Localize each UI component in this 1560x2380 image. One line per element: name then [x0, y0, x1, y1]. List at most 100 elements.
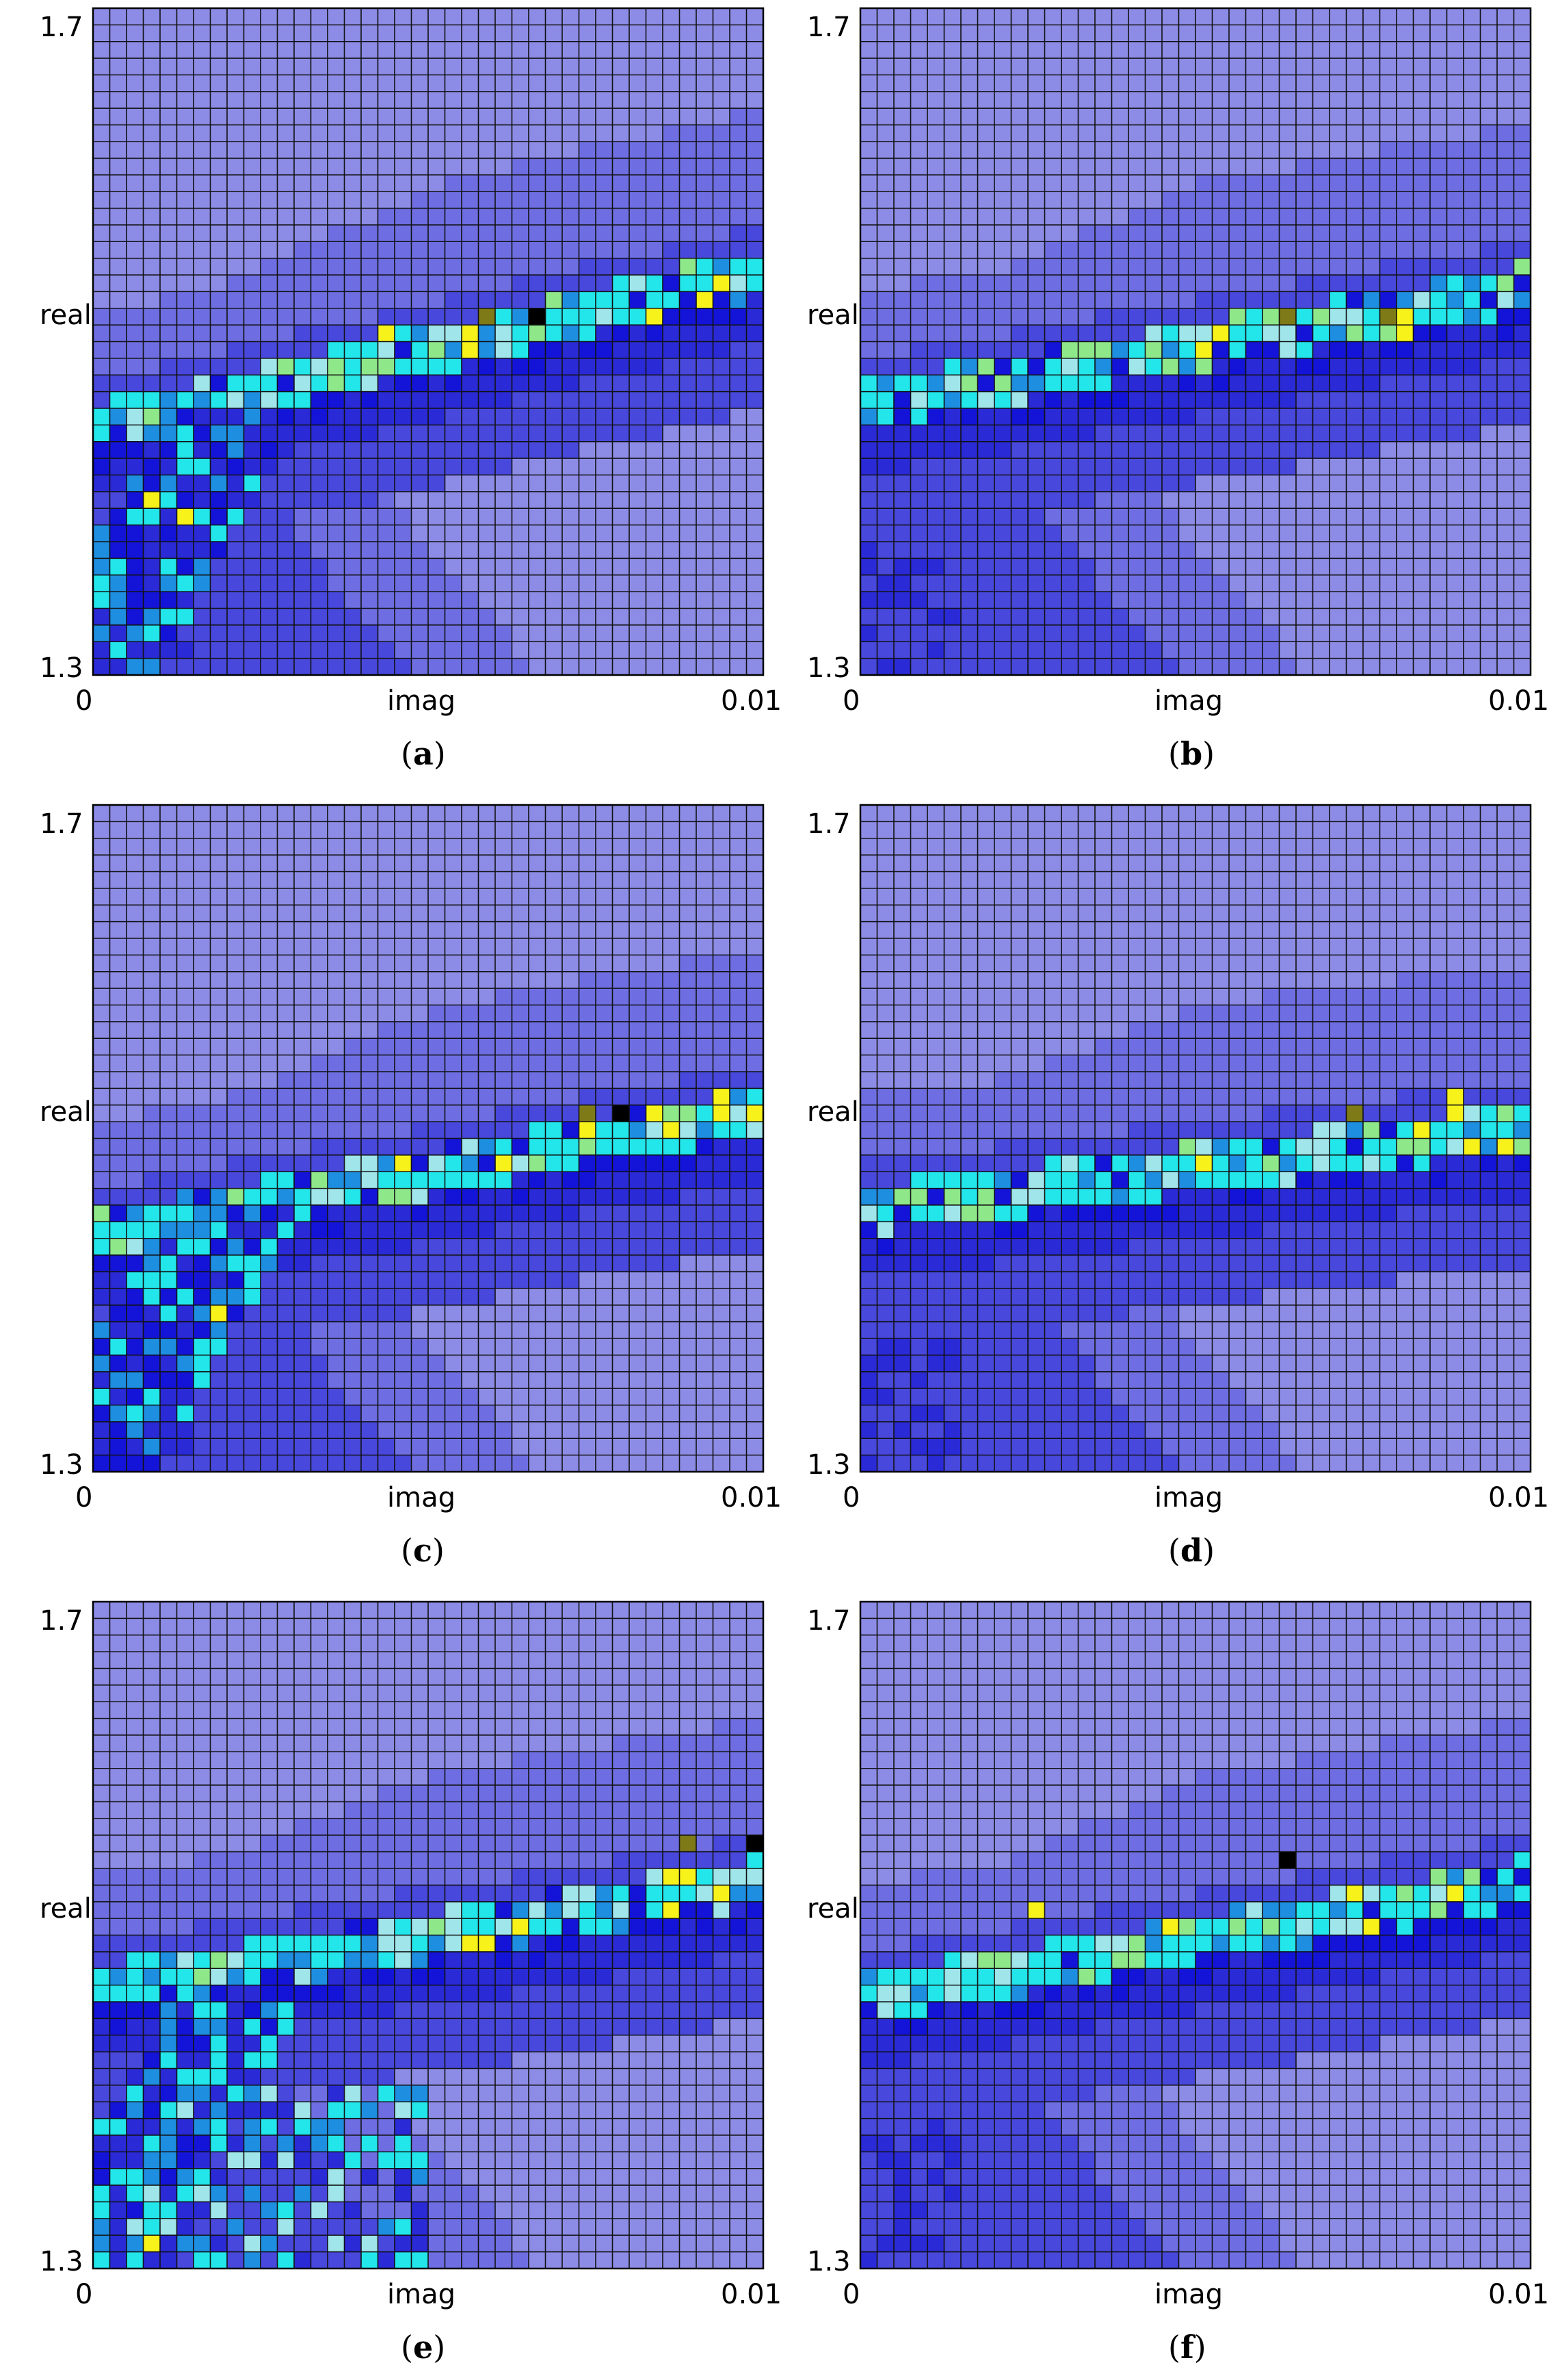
heatmap-cell [495, 1405, 512, 1423]
heatmap-cell [512, 124, 529, 142]
heatmap-cell [1028, 525, 1045, 542]
heatmap-cell [261, 1371, 278, 1389]
heatmap-cell [512, 425, 529, 442]
heatmap-cell [378, 542, 395, 559]
heatmap-cell [961, 658, 978, 676]
heatmap-cell [328, 1122, 345, 1139]
heatmap-cell [545, 508, 563, 525]
heatmap-cell [428, 1355, 445, 1373]
heatmap-cell [93, 1238, 110, 1256]
heatmap-cell [944, 658, 962, 676]
heatmap-cell [1497, 491, 1514, 509]
heatmap-cell [529, 8, 546, 25]
heatmap-cell [860, 174, 877, 192]
heatmap-cell [696, 1105, 713, 1122]
heatmap-cell [1212, 642, 1230, 659]
heatmap-cell [361, 1405, 378, 1423]
heatmap-cell [310, 258, 328, 276]
heatmap-cell [1346, 658, 1364, 676]
heatmap-cell [596, 224, 613, 242]
heatmap-cell [1430, 608, 1447, 626]
heatmap-cell [344, 1038, 362, 1055]
heatmap-cell [1330, 475, 1347, 492]
heatmap-cell [294, 341, 311, 359]
heatmap-cell [361, 1122, 378, 1139]
heatmap-cell [294, 158, 311, 176]
heatmap-cell [261, 1388, 278, 1405]
heatmap-cell [1028, 391, 1045, 409]
heatmap-cell [1363, 58, 1380, 75]
heatmap-cell [1296, 124, 1313, 142]
heatmap-cell [344, 1005, 362, 1022]
heatmap-cell [127, 241, 144, 259]
heatmap-cell [495, 1388, 512, 1405]
heatmap-cell [344, 1105, 362, 1122]
heatmap-cell [1178, 308, 1196, 326]
heatmap-cell [344, 1205, 362, 1222]
heatmap-cell [344, 1255, 362, 1272]
heatmap-cell [1464, 391, 1481, 409]
heatmap-cell [629, 558, 646, 576]
heatmap-cell [243, 1455, 261, 1472]
heatmap-cell [910, 8, 928, 25]
heatmap-cell [294, 888, 311, 905]
heatmap-cell [210, 1321, 228, 1339]
heatmap-cell [713, 1138, 730, 1156]
heatmap-cell [445, 871, 462, 889]
heatmap-cell [1296, 508, 1313, 525]
heatmap-cell [529, 988, 546, 1005]
heatmap-cell [1330, 124, 1347, 142]
heatmap-cell [646, 241, 663, 259]
heatmap-cell [1279, 491, 1297, 509]
heatmap-cell [109, 58, 127, 75]
heatmap-cell [1464, 241, 1481, 259]
heatmap-cell [261, 191, 278, 209]
heatmap-cell [1513, 8, 1531, 25]
heatmap-cell [1078, 174, 1096, 192]
heatmap-cell [344, 542, 362, 559]
heatmap-cell [344, 1421, 362, 1439]
heatmap-cell [1078, 41, 1096, 59]
heatmap-cell [545, 1455, 563, 1472]
heatmap-cell [1513, 91, 1531, 109]
heatmap-cell [730, 275, 747, 292]
heatmap-cell [944, 624, 962, 642]
heatmap-cell [378, 1188, 395, 1206]
heatmap-cell [93, 341, 110, 359]
heatmap-cell [877, 308, 895, 326]
heatmap-cell [512, 375, 529, 392]
heatmap-cell [596, 458, 613, 475]
heatmap-cell [1330, 624, 1347, 642]
heatmap-cell [713, 1122, 730, 1139]
heatmap-cell [462, 1172, 479, 1189]
heatmap-cell [1111, 441, 1129, 459]
heatmap-cell [310, 425, 328, 442]
heatmap-cell [478, 1021, 496, 1039]
heatmap-cell [227, 1038, 244, 1055]
heatmap-cell [495, 208, 512, 226]
heatmap-cell [1212, 542, 1230, 559]
heatmap-cell [109, 258, 127, 276]
heatmap-cell [194, 508, 211, 525]
heatmap-cell [1095, 425, 1112, 442]
heatmap-cell [1095, 41, 1112, 59]
heatmap-cell [545, 491, 563, 509]
heatmap-cell [961, 58, 978, 75]
heatmap-cell [210, 855, 228, 872]
heatmap-cell [1363, 241, 1380, 259]
heatmap-cell [143, 191, 161, 209]
heatmap-cell [378, 1288, 395, 1306]
heatmap-cell [243, 158, 261, 176]
heatmap-cell [210, 58, 228, 75]
heatmap-cell [93, 1105, 110, 1122]
heatmap-cell [961, 475, 978, 492]
heatmap-cell [462, 558, 479, 576]
heatmap-cell [411, 124, 429, 142]
heatmap-cell [1212, 91, 1230, 109]
heatmap-cell [1111, 475, 1129, 492]
heatmap-cell [1145, 41, 1163, 59]
heatmap-cell [1413, 391, 1431, 409]
heatmap-cell [428, 938, 445, 955]
heatmap-cell [1128, 341, 1146, 359]
heatmap-cell [395, 955, 412, 973]
